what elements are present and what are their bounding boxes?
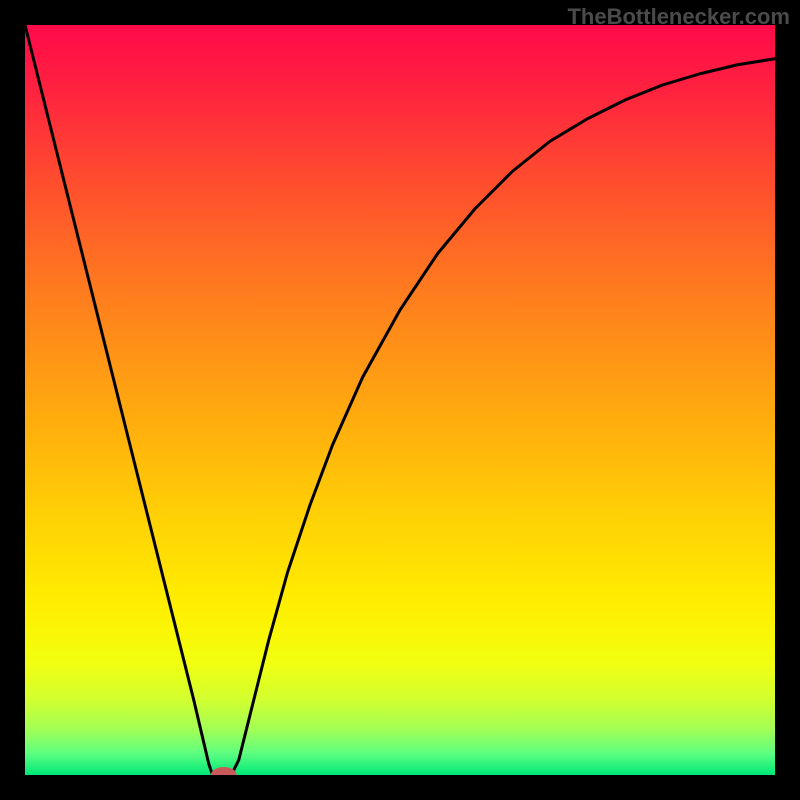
watermark-text: TheBottlenecker.com	[567, 4, 790, 30]
chart-background-gradient	[25, 25, 775, 775]
bottleneck-chart	[25, 25, 775, 775]
